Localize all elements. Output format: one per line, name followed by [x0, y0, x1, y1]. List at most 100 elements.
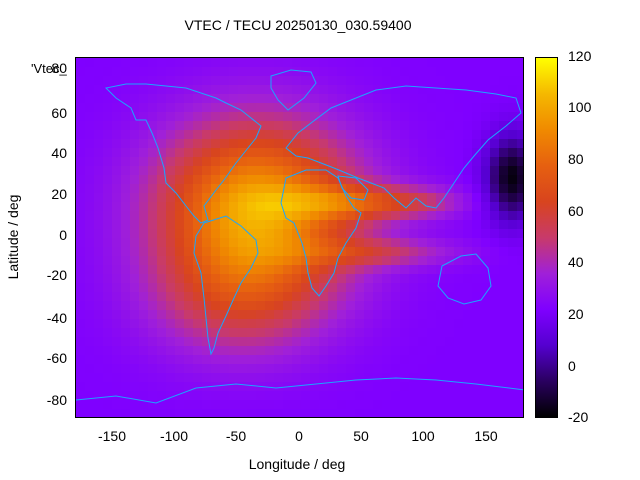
heatmap-cell [427, 283, 436, 292]
heatmap-cell [427, 319, 436, 328]
heatmap-cell [490, 319, 499, 328]
heatmap-cell [445, 346, 454, 355]
heatmap-cell [193, 355, 202, 364]
heatmap-cell [427, 247, 436, 256]
heatmap-cell [166, 364, 175, 373]
heatmap-cell [373, 373, 382, 382]
heatmap-cell [301, 85, 310, 94]
heatmap-cell [85, 202, 94, 211]
heatmap-cell [121, 130, 130, 139]
heatmap-cell [409, 67, 418, 76]
heatmap-cell [472, 112, 481, 121]
heatmap-cell [472, 301, 481, 310]
heatmap-cell [409, 184, 418, 193]
heatmap-cell [391, 409, 400, 417]
heatmap-cell [121, 364, 130, 373]
heatmap-cell [76, 310, 85, 319]
heatmap-cell [499, 112, 508, 121]
heatmap-cell [265, 112, 274, 121]
heatmap-cell [490, 265, 499, 274]
coastline-africa [280, 169, 362, 297]
heatmap-cell [274, 202, 283, 211]
series-key-label: 'Vtec_ [31, 61, 67, 76]
y-tick-label: 80 [51, 60, 67, 76]
heatmap-cell [157, 238, 166, 247]
coastline-australia [437, 253, 492, 305]
heatmap-cell [373, 112, 382, 121]
heatmap-cell [418, 166, 427, 175]
heatmap-cell [409, 274, 418, 283]
heatmap-cell [472, 139, 481, 148]
heatmap-cell [391, 58, 400, 67]
heatmap-cell [256, 391, 265, 400]
x-tick-label: -50 [225, 428, 247, 444]
heatmap-cell [346, 355, 355, 364]
heatmap-cell [184, 184, 193, 193]
heatmap-cell [283, 400, 292, 409]
heatmap-cell [238, 292, 247, 301]
heatmap-cell [283, 220, 292, 229]
heatmap-cell [373, 157, 382, 166]
heatmap-cell [301, 247, 310, 256]
heatmap-cell [364, 238, 373, 247]
heatmap-cell [76, 238, 85, 247]
heatmap-cell [418, 382, 427, 391]
heatmap-cell [499, 184, 508, 193]
heatmap-cell [193, 274, 202, 283]
heatmap-cell [355, 202, 364, 211]
heatmap-cell [157, 229, 166, 238]
heatmap-cell [445, 76, 454, 85]
heatmap-cell [292, 139, 301, 148]
heatmap-cell [409, 202, 418, 211]
heatmap-cell [472, 283, 481, 292]
heatmap-cell [463, 184, 472, 193]
heatmap-cell [103, 157, 112, 166]
heatmap-cell [229, 274, 238, 283]
heatmap-cell [517, 373, 523, 382]
heatmap-cell [391, 400, 400, 409]
heatmap-cell [355, 391, 364, 400]
heatmap-cell [445, 157, 454, 166]
y-tick-label: -40 [46, 310, 67, 326]
heatmap-cell [283, 328, 292, 337]
heatmap-cell [319, 121, 328, 130]
heatmap-cell [202, 184, 211, 193]
heatmap-cell [184, 94, 193, 103]
heatmap-cell [220, 193, 229, 202]
heatmap-cell [202, 337, 211, 346]
heatmap-cell [391, 202, 400, 211]
heatmap-cell [499, 238, 508, 247]
heatmap-cell [184, 76, 193, 85]
heatmap-cell [454, 94, 463, 103]
heatmap-cell [175, 121, 184, 130]
heatmap-cell [427, 337, 436, 346]
heatmap-cell [409, 175, 418, 184]
heatmap-cell [202, 112, 211, 121]
heatmap-cell [463, 121, 472, 130]
heatmap-cell [229, 337, 238, 346]
heatmap-cell [373, 391, 382, 400]
heatmap-cell [454, 265, 463, 274]
heatmap-cell [499, 85, 508, 94]
heatmap-cell [121, 229, 130, 238]
heatmap-cell [346, 103, 355, 112]
heatmap-cell [256, 175, 265, 184]
heatmap-cell [112, 382, 121, 391]
heatmap-cell [265, 139, 274, 148]
heatmap-cell [481, 130, 490, 139]
heatmap-cell [274, 409, 283, 417]
heatmap-cell [508, 139, 517, 148]
heatmap-cell [112, 67, 121, 76]
heatmap-cell [220, 166, 229, 175]
map-plot-area[interactable] [75, 57, 524, 418]
heatmap-cell [472, 292, 481, 301]
heatmap-cell [409, 220, 418, 229]
heatmap-cell [409, 247, 418, 256]
heatmap-cell [454, 256, 463, 265]
heatmap-cell [328, 94, 337, 103]
heatmap-cell [463, 391, 472, 400]
heatmap-cell [139, 139, 148, 148]
heatmap-cell [499, 274, 508, 283]
heatmap-cell [319, 112, 328, 121]
heatmap-cell [427, 409, 436, 417]
